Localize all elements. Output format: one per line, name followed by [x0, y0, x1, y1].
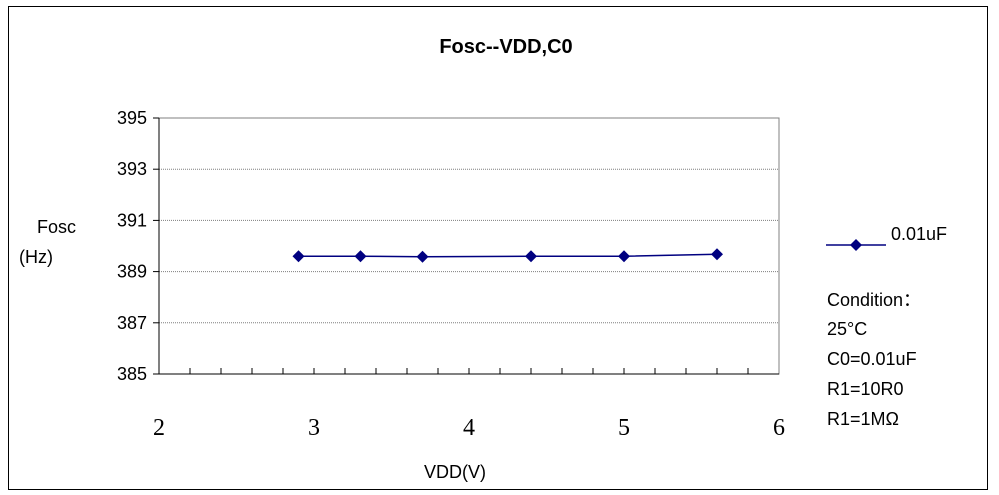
condition-line-temp: 25°C	[827, 319, 867, 339]
y-tick-label: 387	[117, 313, 147, 333]
x-minor-ticks	[189, 368, 749, 374]
grid-lines	[159, 117, 779, 324]
plot-area	[158, 117, 780, 375]
y-axis-label-line1: Fosc	[37, 217, 76, 237]
x-axis-label: VDD(V)	[424, 462, 486, 482]
legend-label: 0.01uF	[891, 224, 947, 244]
data-point-marker	[618, 250, 630, 263]
x-tick-label: 2	[153, 415, 165, 441]
data-point-marker	[354, 250, 367, 263]
data-point-marker	[292, 250, 305, 263]
data-point-marker	[711, 248, 723, 261]
y-tick-label: 385	[117, 364, 147, 384]
x-tick-label: 6	[773, 415, 785, 441]
x-tick-label: 5	[618, 415, 630, 441]
y-tick-label: 389	[117, 262, 147, 282]
y-tick-label: 395	[117, 108, 147, 128]
data-point-marker	[416, 250, 429, 263]
y-tick-label: 393	[117, 159, 147, 179]
y-tick-label: 391	[117, 210, 147, 230]
chart-title: Fosc--VDD,C0	[439, 36, 572, 58]
legend: 0.01uF	[826, 224, 947, 251]
condition-line-c0: C0=0.01uF	[827, 349, 917, 369]
y-axis-label-line2: (Hz)	[19, 247, 53, 267]
condition-title: Condition：	[827, 290, 921, 310]
x-tick-label: 3	[308, 415, 320, 441]
chart-svg: Fosc--VDD,C0 385 387 389 391 393 395 2 3 4 5 6 Fo…	[19, 36, 947, 482]
series-group	[292, 248, 723, 263]
data-point-marker	[525, 250, 537, 263]
x-tick-label: 4	[463, 415, 475, 441]
condition-line-r1-ratio: R1=10R0	[827, 379, 904, 399]
condition-line-r1-value: R1=1MΩ	[827, 409, 899, 429]
series-line	[298, 253, 718, 258]
legend-marker-swatch	[850, 239, 862, 251]
y-tick-labels: 385 387 389 391 393 395	[117, 108, 159, 384]
chart-area: Fosc--VDD,C0 385 387 389 391 393 395 2 3 4 5 6 Fo…	[8, 6, 988, 490]
x-tick-labels: 2 3 4 5 6	[153, 415, 785, 441]
